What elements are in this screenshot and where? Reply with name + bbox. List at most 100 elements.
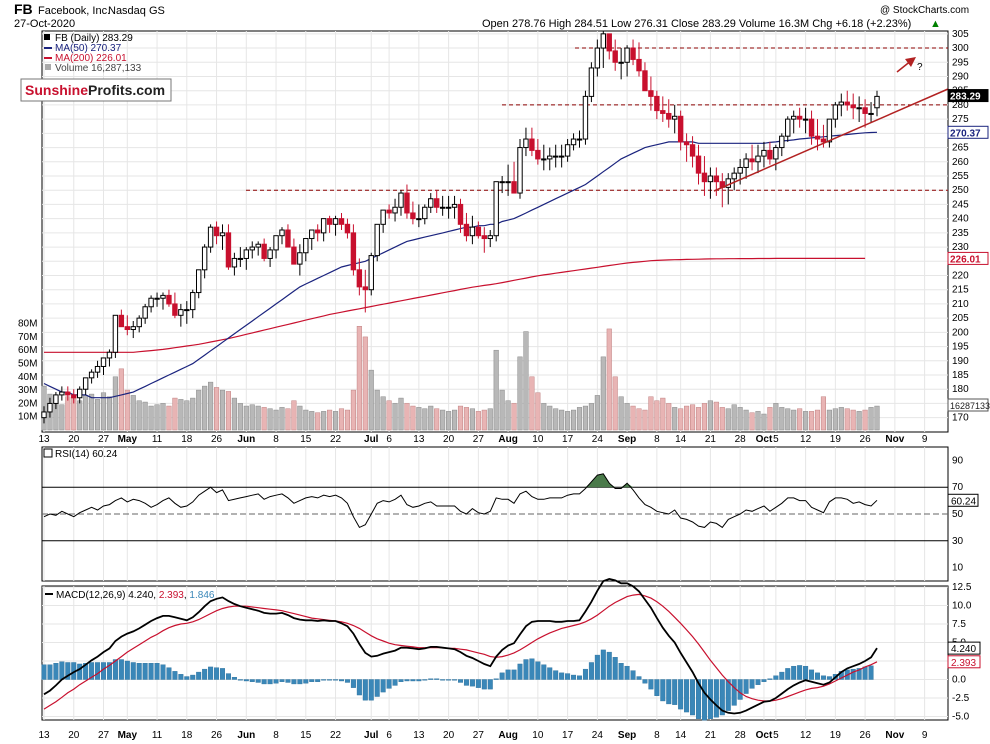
volume-bar bbox=[368, 369, 374, 431]
macd-histogram-bar bbox=[529, 658, 535, 680]
macd-histogram-bar bbox=[166, 667, 172, 680]
macd-histogram-bar bbox=[190, 674, 196, 680]
candle-body bbox=[683, 141, 690, 146]
volume-tag-box bbox=[947, 398, 989, 412]
macd-histogram-bar bbox=[303, 679, 309, 684]
candle-body bbox=[130, 326, 136, 331]
candle-body bbox=[469, 226, 476, 237]
candle-body bbox=[160, 294, 166, 299]
date-tick-label: 21 bbox=[705, 434, 717, 445]
date-tick-label: 10 bbox=[532, 434, 544, 445]
volume-bar bbox=[874, 405, 880, 431]
macd-histogram-bar bbox=[559, 672, 565, 680]
macd-histogram-bar bbox=[826, 676, 832, 680]
macd-histogram-bar bbox=[475, 679, 481, 688]
macd-histogram-bar bbox=[737, 679, 743, 700]
candle-body bbox=[315, 229, 321, 234]
date-tick-label: 8 bbox=[654, 434, 660, 445]
chart-date: 27-Oct-2020 bbox=[14, 18, 75, 30]
candle-body bbox=[796, 115, 803, 120]
candle-body bbox=[82, 377, 89, 390]
candle-body bbox=[582, 95, 589, 140]
date-tick-label: 19 bbox=[830, 730, 842, 741]
macd-histogram-bar bbox=[154, 663, 160, 680]
volume-bar bbox=[83, 395, 89, 431]
volume-bar bbox=[832, 408, 838, 431]
candle-body bbox=[541, 158, 547, 161]
date-tick-label: 26 bbox=[211, 434, 223, 445]
macd-histogram-bar bbox=[749, 679, 755, 689]
macd-histogram-bar bbox=[820, 675, 826, 680]
volume-bar bbox=[303, 409, 309, 431]
macd-histogram-bar bbox=[553, 670, 559, 680]
price-tick-label: 300 bbox=[952, 43, 969, 54]
macd-histogram-bar bbox=[511, 669, 517, 680]
date-tick-label: Jun bbox=[237, 434, 255, 445]
candle-body bbox=[124, 326, 130, 331]
volume-bar bbox=[327, 409, 333, 431]
candle-body bbox=[511, 181, 517, 194]
volume-bar bbox=[844, 408, 850, 431]
candle-body bbox=[362, 286, 369, 291]
macd-histogram-bar bbox=[202, 668, 208, 680]
date-tick-label: Aug bbox=[498, 434, 517, 445]
macd-lines bbox=[43, 577, 878, 715]
volume-bar bbox=[338, 408, 345, 431]
candle-body bbox=[737, 166, 743, 174]
candle-body bbox=[201, 246, 208, 271]
price-axis: 1701751801851901952002052102152202252302… bbox=[952, 29, 969, 424]
macd-histogram-bar bbox=[725, 679, 731, 711]
date-tick-label: 8 bbox=[654, 730, 660, 741]
macd-histogram-bar bbox=[231, 677, 237, 680]
trendline: ? bbox=[713, 57, 949, 192]
candle-body bbox=[65, 391, 71, 396]
ohlc-summary: Open 278.76 High 284.51 Low 276.31 Close… bbox=[482, 18, 911, 30]
macd-histogram-bar bbox=[446, 679, 452, 681]
volume-bar bbox=[267, 408, 273, 431]
date-tick-label: 15 bbox=[300, 434, 312, 445]
resistance-levels bbox=[246, 47, 948, 191]
candle-body bbox=[53, 394, 59, 404]
macd-histogram-bar bbox=[850, 668, 856, 680]
macd-histogram-bar bbox=[196, 671, 202, 680]
candle-body bbox=[439, 206, 446, 209]
macd-histogram-bar bbox=[374, 679, 380, 697]
price-tick-label: 255 bbox=[952, 171, 969, 182]
volume-tick-label: 80M bbox=[18, 319, 37, 330]
rsi-tick-label: 70 bbox=[952, 482, 964, 493]
macd-histogram-bar bbox=[600, 649, 606, 680]
macd-legend-label: MACD(12,26,9) 4.240, 2.393, 1.846 bbox=[56, 590, 215, 601]
macd-histogram-bar bbox=[642, 679, 648, 684]
macd-histogram-bar bbox=[701, 679, 707, 721]
macd-histogram-bar bbox=[612, 657, 618, 680]
volume-bar bbox=[196, 389, 202, 431]
candle-body bbox=[785, 118, 791, 137]
volume-tick-label: 40M bbox=[18, 372, 37, 383]
macd-histogram-bar bbox=[41, 664, 47, 680]
candle-body bbox=[243, 249, 250, 259]
macd-histogram-bar bbox=[779, 671, 785, 680]
rsi-tag-label: 60.24 bbox=[951, 496, 976, 507]
volume-bar bbox=[362, 336, 368, 431]
candle-body bbox=[457, 203, 464, 225]
volume-bar bbox=[838, 407, 844, 431]
volume-bar bbox=[273, 409, 279, 431]
candle-body bbox=[808, 118, 815, 137]
volume-bar bbox=[791, 409, 797, 431]
date-tick-label: 20 bbox=[68, 730, 80, 741]
volume-tick-label: 60M bbox=[18, 345, 37, 356]
macd-histogram-bar bbox=[398, 679, 404, 682]
rsi-grid bbox=[42, 447, 948, 581]
date-tick-label: 21 bbox=[705, 730, 717, 741]
candle-body bbox=[71, 394, 77, 399]
candle-body bbox=[701, 172, 708, 183]
volume-bar bbox=[457, 405, 464, 431]
volume-bar bbox=[755, 411, 761, 431]
volume-bar bbox=[713, 401, 719, 431]
macd-histogram-bar bbox=[577, 675, 583, 680]
macd-histogram-bar bbox=[481, 679, 487, 690]
macd-histogram-bar bbox=[761, 679, 767, 682]
volume-bar bbox=[529, 376, 535, 431]
macd-histogram-bar bbox=[315, 679, 321, 682]
candle-body bbox=[570, 138, 577, 146]
